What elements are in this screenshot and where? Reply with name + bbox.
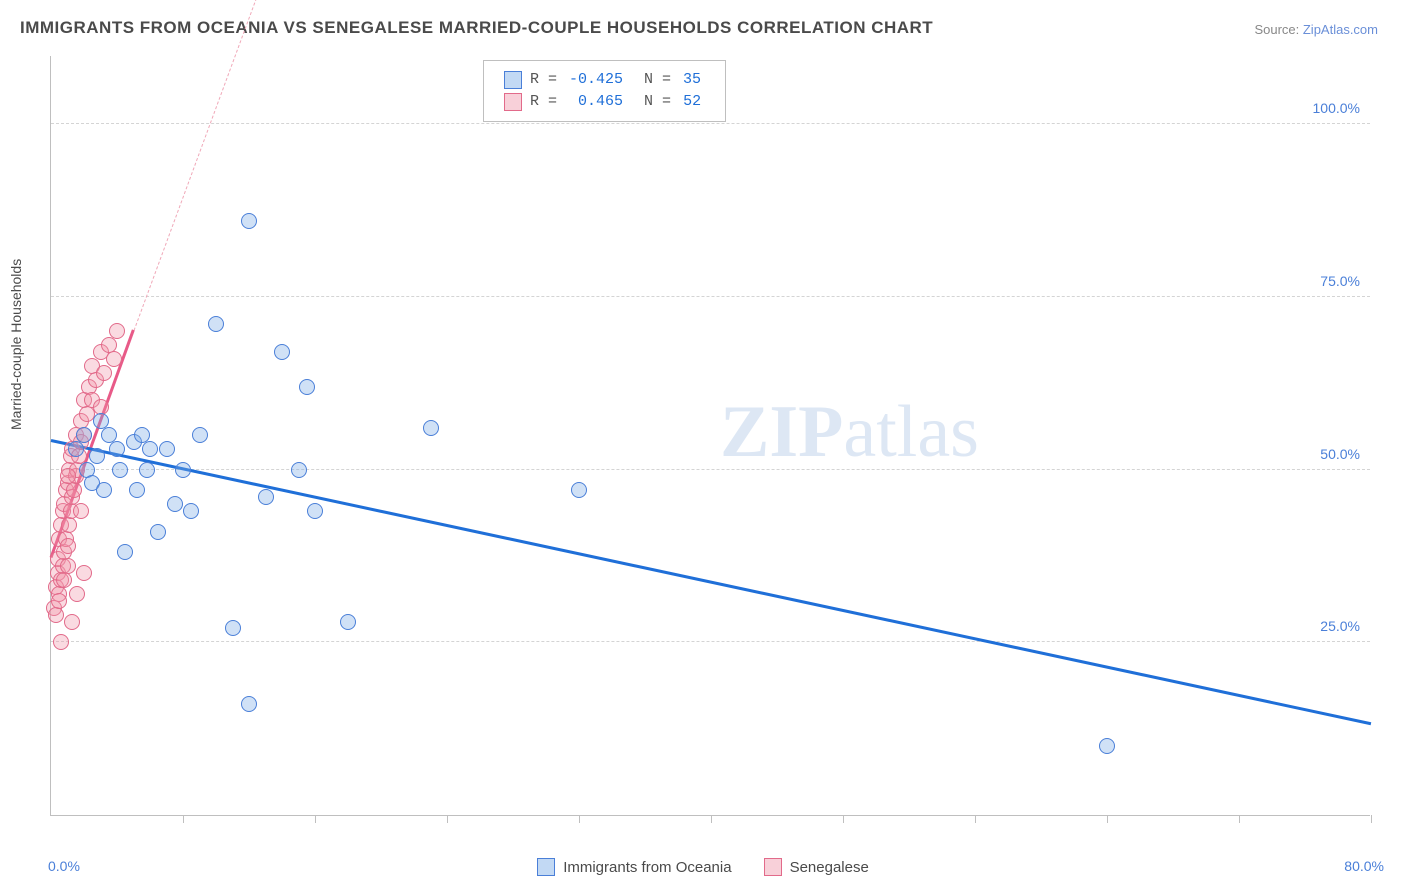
- stat-n-label: N =: [635, 69, 671, 91]
- data-point-series-a: [139, 462, 155, 478]
- data-point-series-a: [571, 482, 587, 498]
- data-point-series-a: [291, 462, 307, 478]
- stat-n-label: N =: [635, 91, 671, 113]
- stats-legend: R = -0.425 N = 35 R = 0.465 N = 52: [483, 60, 726, 122]
- y-tick-label: 75.0%: [1320, 273, 1360, 289]
- data-point-series-b: [69, 586, 85, 602]
- data-point-series-a: [142, 441, 158, 457]
- source-link[interactable]: ZipAtlas.com: [1303, 22, 1378, 37]
- data-point-series-a: [340, 614, 356, 630]
- data-point-series-a: [89, 448, 105, 464]
- data-point-series-a: [241, 696, 257, 712]
- data-point-series-a: [299, 379, 315, 395]
- x-tick: [1107, 815, 1108, 823]
- data-point-series-a: [167, 496, 183, 512]
- data-point-series-a: [274, 344, 290, 360]
- data-point-series-a: [423, 420, 439, 436]
- data-point-series-a: [150, 524, 166, 540]
- chart-container: IMMIGRANTS FROM OCEANIA VS SENEGALESE MA…: [0, 0, 1406, 892]
- x-tick: [711, 815, 712, 823]
- legend-label-a: Immigrants from Oceania: [563, 859, 731, 876]
- source-credit: Source: ZipAtlas.com: [1254, 22, 1378, 37]
- data-point-series-b: [51, 593, 67, 609]
- data-point-series-b: [60, 538, 76, 554]
- stats-row-series-b: R = 0.465 N = 52: [504, 91, 705, 113]
- trendline-series-b-extrapolated: [133, 0, 312, 331]
- data-point-series-b: [60, 468, 76, 484]
- x-tick: [975, 815, 976, 823]
- legend-item-series-a: Immigrants from Oceania: [537, 858, 731, 876]
- data-point-series-a: [159, 441, 175, 457]
- data-point-series-a: [192, 427, 208, 443]
- x-tick: [315, 815, 316, 823]
- stat-r-label: R =: [530, 91, 557, 113]
- plot-area: R = -0.425 N = 35 R = 0.465 N = 52 25.0%…: [50, 56, 1370, 816]
- swatch-series-b: [504, 93, 522, 111]
- gridline: [51, 296, 1370, 297]
- gridline: [51, 469, 1370, 470]
- data-point-series-a: [68, 441, 84, 457]
- stat-r-label: R =: [530, 69, 557, 91]
- data-point-series-b: [76, 565, 92, 581]
- series-legend: Immigrants from Oceania Senegalese: [0, 858, 1406, 876]
- data-point-series-a: [241, 213, 257, 229]
- x-tick: [183, 815, 184, 823]
- data-point-series-a: [307, 503, 323, 519]
- chart-title: IMMIGRANTS FROM OCEANIA VS SENEGALESE MA…: [20, 18, 933, 38]
- data-point-series-a: [1099, 738, 1115, 754]
- data-point-series-b: [66, 482, 82, 498]
- data-point-series-a: [117, 544, 133, 560]
- x-tick: [843, 815, 844, 823]
- data-point-series-b: [53, 634, 69, 650]
- stat-n-value-a: 35: [679, 69, 705, 91]
- data-point-series-a: [129, 482, 145, 498]
- swatch-series-b: [764, 858, 782, 876]
- data-point-series-b: [61, 517, 77, 533]
- y-tick-label: 25.0%: [1320, 618, 1360, 634]
- y-tick-label: 100.0%: [1313, 100, 1360, 116]
- data-point-series-a: [109, 441, 125, 457]
- data-point-series-a: [175, 462, 191, 478]
- stat-r-value-b: 0.465: [565, 91, 627, 113]
- data-point-series-a: [183, 503, 199, 519]
- data-point-series-b: [48, 607, 64, 623]
- swatch-series-a: [537, 858, 555, 876]
- x-tick: [1239, 815, 1240, 823]
- gridline: [51, 641, 1370, 642]
- stats-row-series-a: R = -0.425 N = 35: [504, 69, 705, 91]
- data-point-series-a: [208, 316, 224, 332]
- data-point-series-b: [56, 572, 72, 588]
- data-point-series-a: [112, 462, 128, 478]
- data-point-series-a: [258, 489, 274, 505]
- data-point-series-a: [76, 427, 92, 443]
- data-point-series-b: [109, 323, 125, 339]
- data-point-series-b: [106, 351, 122, 367]
- stat-n-value-b: 52: [679, 91, 705, 113]
- data-point-series-a: [225, 620, 241, 636]
- y-tick-label: 50.0%: [1320, 446, 1360, 462]
- data-point-series-b: [73, 503, 89, 519]
- gridline: [51, 123, 1370, 124]
- stat-r-value-a: -0.425: [565, 69, 627, 91]
- x-tick: [447, 815, 448, 823]
- y-axis-label: Married-couple Households: [8, 259, 24, 430]
- data-point-series-a: [96, 482, 112, 498]
- source-prefix: Source:: [1254, 22, 1302, 37]
- legend-label-b: Senegalese: [790, 859, 869, 876]
- data-point-series-b: [60, 558, 76, 574]
- x-tick: [1371, 815, 1372, 823]
- legend-item-series-b: Senegalese: [764, 858, 869, 876]
- data-point-series-b: [64, 614, 80, 630]
- swatch-series-a: [504, 71, 522, 89]
- x-tick: [579, 815, 580, 823]
- data-point-series-b: [96, 365, 112, 381]
- trendline-series-a: [51, 439, 1372, 725]
